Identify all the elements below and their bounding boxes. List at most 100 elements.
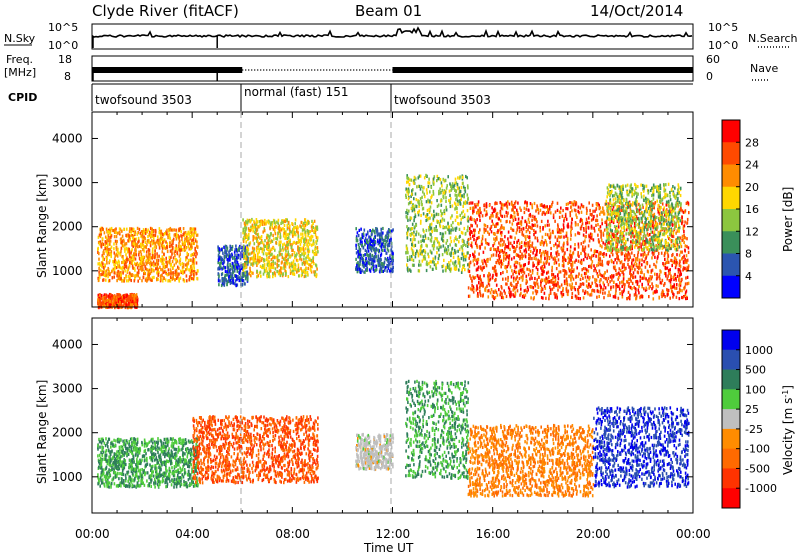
data-cell <box>116 254 119 258</box>
data-cell <box>651 230 654 234</box>
data-cell <box>469 206 472 210</box>
data-cell <box>122 265 124 269</box>
data-cell <box>263 248 265 252</box>
data-cell <box>553 292 556 296</box>
data-cell <box>522 274 524 278</box>
data-cell <box>279 243 282 248</box>
data-cell <box>527 241 529 245</box>
data-cell <box>316 238 319 242</box>
data-cell <box>151 231 153 235</box>
data-cell <box>374 249 377 253</box>
data-cell <box>278 243 280 247</box>
data-cell <box>389 270 392 274</box>
data-cell <box>275 225 278 229</box>
data-cell <box>278 230 280 234</box>
data-cell <box>598 252 600 256</box>
data-cell <box>304 223 307 227</box>
data-cell <box>243 221 246 225</box>
data-cell <box>649 264 651 268</box>
data-cell <box>530 296 532 300</box>
data-cell <box>512 272 514 276</box>
data-cell <box>195 272 198 276</box>
data-cell <box>627 251 630 255</box>
data-cell <box>274 225 276 229</box>
data-cell <box>134 262 136 266</box>
data-cell <box>481 242 483 246</box>
data-cell <box>261 241 264 245</box>
data-cell <box>265 236 268 240</box>
data-cell <box>251 217 253 222</box>
data-cell <box>316 236 319 240</box>
data-cell <box>410 232 413 236</box>
data-cell <box>593 289 596 293</box>
data-cell <box>436 174 439 178</box>
data-cell <box>455 193 458 198</box>
data-cell <box>303 225 305 229</box>
data-cell <box>283 242 286 246</box>
data-cell <box>182 248 184 252</box>
data-cell <box>551 287 554 291</box>
data-cell <box>392 252 394 256</box>
data-cell <box>131 298 133 302</box>
data-cell <box>566 283 569 287</box>
data-cell <box>675 231 677 235</box>
data-cell <box>455 215 458 219</box>
data-cell <box>419 245 422 249</box>
data-cell <box>157 267 159 271</box>
data-cell <box>136 271 139 275</box>
data-cell <box>452 185 454 189</box>
data-cell <box>593 251 596 255</box>
data-cell <box>232 277 235 281</box>
data-cell <box>236 269 239 273</box>
data-cell <box>582 258 585 262</box>
data-cell <box>378 249 381 253</box>
data-cell <box>511 244 514 248</box>
data-cell <box>100 245 103 249</box>
data-cell <box>310 243 313 247</box>
data-cell <box>466 209 469 213</box>
data-cell <box>247 227 250 231</box>
data-cell <box>669 246 671 251</box>
data-cell <box>371 264 374 268</box>
data-cell <box>428 226 430 230</box>
data-cell <box>134 245 137 250</box>
data-cell <box>97 302 99 306</box>
data-cell <box>132 255 135 260</box>
data-cell <box>128 250 130 254</box>
data-cell <box>389 262 391 266</box>
data-cell <box>229 268 232 272</box>
data-cell <box>500 224 503 228</box>
data-cell <box>192 238 195 242</box>
data-cell <box>472 252 474 256</box>
data-cell <box>356 238 359 243</box>
data-cell <box>546 271 548 275</box>
data-cell <box>272 227 275 231</box>
data-cell <box>549 240 551 244</box>
data-cell <box>580 258 583 262</box>
data-cell <box>229 271 232 275</box>
data-cell <box>279 235 282 239</box>
data-cell <box>233 269 236 273</box>
data-cell <box>282 248 284 252</box>
data-cell <box>368 244 371 248</box>
data-cell <box>358 255 361 259</box>
data-cell <box>367 243 369 247</box>
data-cell <box>283 231 286 235</box>
data-cell <box>291 248 293 252</box>
data-cell <box>498 262 501 266</box>
data-cell <box>476 202 478 206</box>
data-cell <box>356 269 359 274</box>
data-cell <box>120 296 122 300</box>
data-cell <box>679 236 682 240</box>
data-cell <box>411 209 414 213</box>
data-cell <box>454 260 457 264</box>
data-cell <box>172 241 174 245</box>
data-cell <box>280 221 282 225</box>
data-cell <box>620 243 622 247</box>
data-cell <box>186 253 189 257</box>
data-cell <box>477 236 480 240</box>
data-cell <box>282 272 284 276</box>
data-cell <box>507 275 509 280</box>
data-cell <box>257 235 260 239</box>
data-cell <box>539 203 542 207</box>
